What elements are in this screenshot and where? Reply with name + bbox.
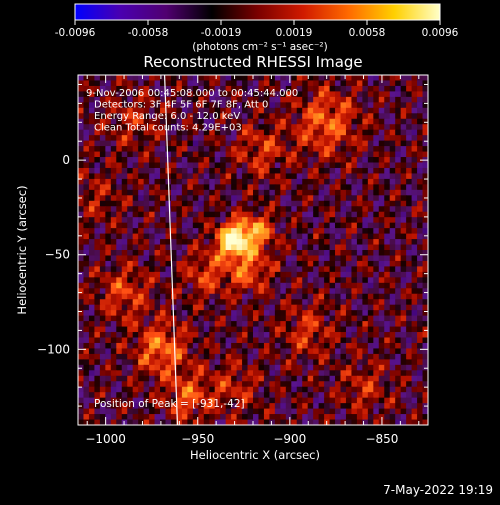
annotation-line: Energy Range: 6.0 - 12.0 keV: [94, 111, 240, 122]
solar-limb-line: [163, 75, 179, 425]
peak-position-label: Position of Peak = [-931,-42]: [94, 398, 245, 410]
colorbar-tick-label: 0.0096: [422, 27, 459, 39]
x-tick-label: −900: [273, 432, 306, 446]
y-tick-label: 0: [62, 153, 70, 167]
colorbar-tick-label: -0.0058: [128, 27, 169, 39]
y-tick-label: −50: [45, 248, 70, 262]
chart-title: Reconstructed RHESSI Image: [143, 53, 362, 71]
colorbar-tick-label: -0.0096: [55, 27, 96, 39]
x-axis-label: Heliocentric X (arcsec): [190, 448, 320, 462]
x-tick-label: −850: [365, 432, 398, 446]
heatmap-image: [78, 75, 428, 425]
annotation-line: 9-Nov-2006 00:45:08.000 to 00:45:44.000: [86, 88, 298, 99]
colorbar-tick-label: -0.0019: [201, 27, 242, 39]
y-tick-label: −100: [37, 342, 70, 356]
y-axis-label: Heliocentric Y (arcsec): [15, 185, 29, 314]
colorbar: [74, 3, 441, 21]
footer-timestamp: 7-May-2022 19:19: [383, 483, 493, 497]
x-tick-label: −950: [181, 432, 214, 446]
colorbar-tick-label: 0.0058: [349, 27, 386, 39]
colorbar-units: (photons cm⁻² s⁻¹ asec⁻²): [192, 41, 327, 53]
x-tick-label: −1000: [85, 432, 126, 446]
colorbar-tick-label: 0.0019: [276, 27, 313, 39]
colorbar-ticks: -0.0096 -0.0058 -0.0019 0.0019 0.0058 0.0096: [55, 20, 459, 39]
x-axis-ticks: −1000 −950 −900 −850: [85, 75, 420, 446]
annotation-block: 9-Nov-2006 00:45:08.000 to 00:45:44.000D…: [86, 88, 298, 134]
y-axis-ticks: 0 −50 −100: [37, 83, 428, 407]
annotation-line: Detectors: 3F 4F 5F 6F 7F 8F, Att 0: [94, 100, 268, 111]
annotation-line: Clean Total counts: 4.29E+03: [94, 123, 242, 134]
